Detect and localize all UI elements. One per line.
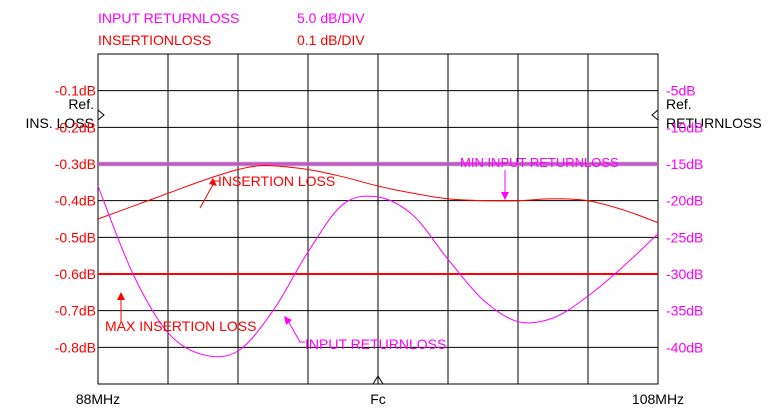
annotation-input-return-loss: INPUT RETURNLOSS (284, 316, 446, 352)
input-return-loss-arrow-icon (284, 316, 292, 325)
right-tick-label: -15dB (666, 156, 703, 172)
min-return-loss-line (98, 161, 658, 167)
left-axis-title: INS. LOSS (26, 115, 94, 131)
right-tick-label: -25dB (666, 229, 703, 245)
plot-grid (97, 53, 659, 385)
left-tick-label: -0.4dB (55, 193, 96, 209)
x-tick-label: Fc (370, 391, 386, 407)
min-return-loss-annotation-label: MIN INPUT RETURNLOSS (460, 155, 619, 170)
right-tick-labels: -5dB -10dB -15dB -20dB -25dB -30dB -35dB -40dB (666, 83, 703, 356)
return-loss-scale-value: 5.0 dB/DIV (297, 10, 365, 26)
right-tick-label: -30dB (666, 266, 703, 282)
x-tick-label: 88MHz (76, 391, 120, 407)
left-tick-label: -0.7dB (55, 303, 96, 319)
right-tick-label: -40dB (666, 339, 703, 355)
insertion-loss-series-line (97, 164, 659, 224)
left-tick-label: -0.3dB (55, 156, 96, 172)
left-ref-marker (97, 109, 105, 121)
return-loss-series-line (97, 185, 659, 358)
left-tick-label: -0.6dB (55, 266, 96, 282)
max-insertion-loss-arrow-icon (117, 292, 125, 300)
left-tick-label: -0.2dB (55, 119, 96, 135)
x-tick-label: 108MHz (632, 391, 684, 407)
annotation-max-insertion-loss: MAX INSERTION LOSS (105, 292, 256, 334)
input-return-loss-annotation-label: INPUT RETURNLOSS (305, 336, 446, 352)
insertion-loss-annotation-label: INSERTION LOSS (218, 173, 335, 189)
annotation-min-return-loss: MIN INPUT RETURNLOSS (460, 155, 619, 200)
left-tick-label: -0.8dB (55, 339, 96, 355)
right-tick-label: -5dB (666, 83, 696, 99)
insertion-loss-callout-leader (199, 180, 220, 209)
annotation-insertion-loss: INSERTION LOSS (199, 173, 335, 209)
left-ref-label: Ref. (68, 96, 94, 112)
insertion-loss-scale-label: INSERTIONLOSS (98, 32, 211, 48)
min-return-loss-arrow-icon (501, 192, 509, 200)
return-loss-scale-label: INPUT RETURNLOSS (98, 10, 239, 26)
right-tick-label: -20dB (666, 193, 703, 209)
fc-marker (372, 375, 384, 385)
left-tick-label: -0.1dB (55, 83, 96, 99)
right-axis-title: RETURNLOSS (666, 115, 762, 131)
input-return-loss-callout-leader (286, 318, 305, 343)
right-ref-marker (651, 109, 659, 121)
left-tick-label: -0.5dB (55, 229, 96, 245)
insertion-loss-callout-arrow-icon (209, 178, 217, 186)
x-tick-labels: 88MHz Fc 108MHz (76, 375, 684, 407)
max-insertion-loss-annotation-label: MAX INSERTION LOSS (105, 318, 256, 334)
left-tick-labels: -0.1dB -0.2dB -0.3dB -0.4dB -0.5dB -0.6dB -0.7… (55, 83, 96, 356)
right-tick-label: -10dB (666, 119, 703, 135)
insertion-loss-scale-value: 0.1 dB/DIV (297, 32, 365, 48)
header-legend: INPUT RETURNLOSS 5.0 dB/DIV INSERTIONLOS… (98, 10, 365, 48)
right-tick-label: -35dB (666, 303, 703, 319)
right-ref-label: Ref. (666, 96, 692, 112)
